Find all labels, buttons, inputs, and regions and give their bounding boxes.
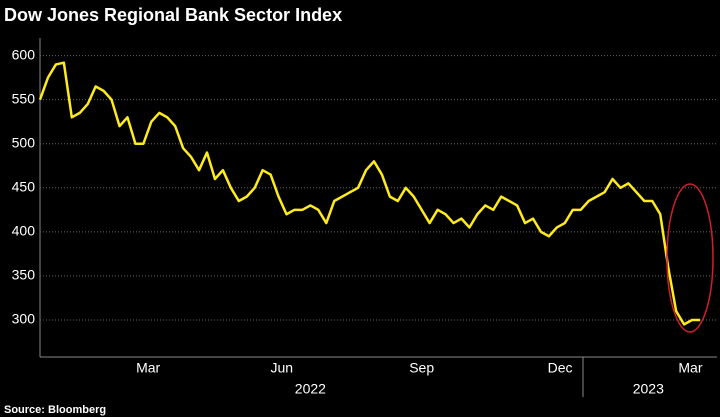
x-tick-label: Mar [678, 360, 702, 376]
y-tick-label: 400 [12, 223, 36, 239]
x-tick-label: Mar [136, 360, 160, 376]
y-tick-label: 350 [12, 267, 36, 283]
source: Source: Bloomberg [4, 404, 106, 416]
line [38, 61, 700, 326]
x-tick-label: Jun [270, 360, 293, 376]
x-tick-label: Sep [409, 360, 434, 376]
highlight-ellipse [666, 183, 714, 333]
x-tick-label: Dec [548, 360, 573, 376]
y-tick-label: 450 [12, 179, 36, 195]
y-tick-label: 500 [12, 134, 36, 150]
year-label: 2023 [633, 381, 664, 397]
y-tick-label: 600 [12, 46, 36, 62]
year-label: 2022 [295, 381, 326, 397]
y-tick-label: 550 [12, 90, 36, 106]
chart-title: Dow Jones Regional Bank Sector Index [4, 5, 342, 25]
y-tick-label: 300 [12, 311, 36, 327]
